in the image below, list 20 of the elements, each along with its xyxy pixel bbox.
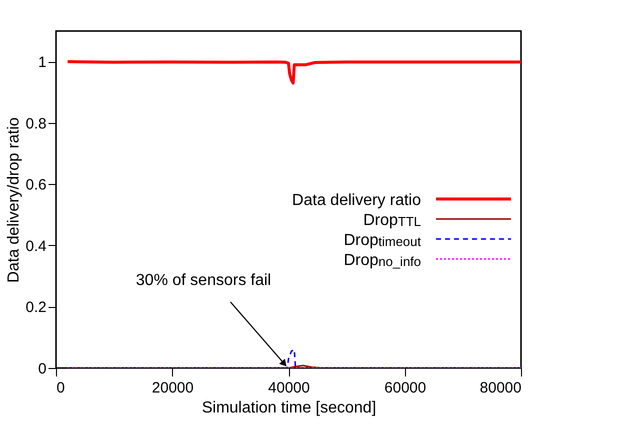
y-tick-label: 0 bbox=[38, 360, 46, 378]
y-tick-label: 0.4 bbox=[26, 238, 46, 255]
line-series bbox=[66, 348, 521, 368]
legend-label: Dropno_info bbox=[344, 252, 422, 269]
line-series bbox=[66, 60, 521, 85]
y-tick-label: 0.8 bbox=[26, 115, 46, 132]
x-axis-title: Simulation time [second] bbox=[202, 400, 376, 416]
y-axis-title: Data delivery/drop ratio bbox=[6, 117, 23, 283]
legend-label: Droptimeout bbox=[344, 232, 422, 249]
x-tick-label: 20000 bbox=[152, 380, 194, 396]
y-tick-label: 1 bbox=[38, 54, 46, 72]
x-tick-label: 60000 bbox=[384, 380, 426, 396]
x-tick-label: 0 bbox=[56, 380, 65, 396]
x-tick-label: 40000 bbox=[268, 380, 310, 396]
legend-label: DropTTL bbox=[363, 212, 422, 229]
y-tick-label: 0.2 bbox=[26, 299, 46, 316]
annotation: 30% of sensors fail bbox=[136, 272, 272, 289]
legend-label: Data delivery ratio bbox=[292, 192, 422, 209]
x-tick-label: 80000 bbox=[480, 380, 522, 396]
y-tick-label: 0.6 bbox=[26, 176, 46, 194]
